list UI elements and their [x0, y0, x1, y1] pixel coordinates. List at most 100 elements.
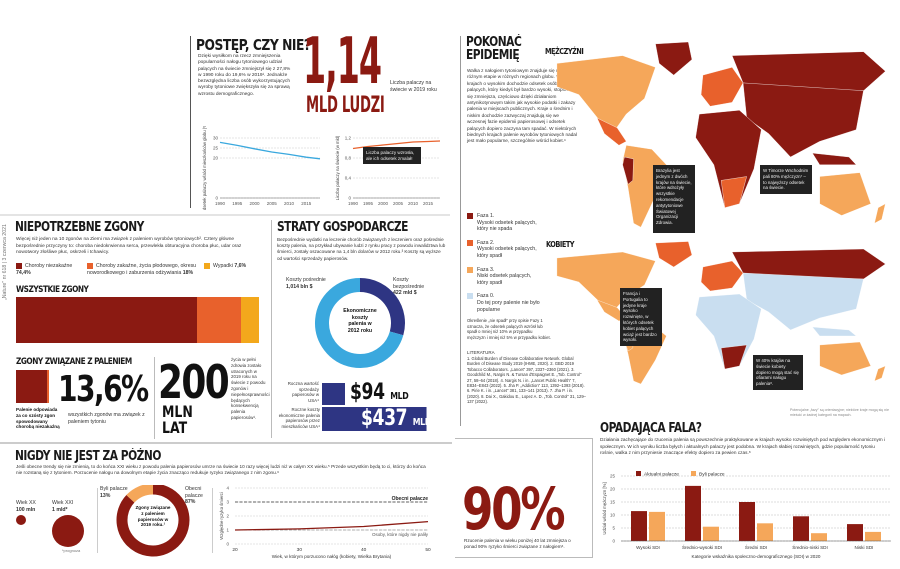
y-tick-label: 20: [610, 487, 616, 492]
c20-circle: [16, 515, 26, 525]
phase-desc: Niski odsetek palących, który spadł: [477, 273, 532, 286]
former-smokers: Byli palacze 13%: [100, 486, 130, 499]
deaths-donut: [116, 485, 190, 557]
deaths-donut-center: Zgony związane z paleniem papierosów w 2…: [135, 505, 171, 528]
c21: Wiek XXI 1 mld*: [52, 500, 73, 513]
phase-legend-item: Faza 2. Wysoki odsetek palących, który sp…: [467, 239, 541, 260]
y-tick-label: 0: [348, 196, 351, 201]
literature: 1. Global Burden of Disease Collaborativ…: [467, 356, 586, 405]
phase-legend: Faza 1. Wysoki odsetek palących, który ni…: [467, 213, 541, 320]
sales-amount: $94: [350, 380, 385, 405]
economy-text: Bezpośrednie wydatki na leczenie chorób …: [277, 237, 446, 261]
y-tick-label: 0: [215, 196, 218, 201]
divider: [0, 214, 450, 216]
country-region-asia: [742, 82, 864, 158]
series-line: [234, 520, 429, 531]
years-unit: LAT: [162, 418, 188, 437]
ninety-box: [455, 438, 593, 558]
legend-value: 7,6%: [234, 263, 247, 269]
former-label: Byli palacze: [100, 486, 128, 492]
legend-item: Choroby niezakaźne 74,4%: [16, 263, 82, 276]
country-region-peru: [622, 156, 634, 185]
phase-swatch: [467, 266, 473, 273]
x-tick-label: 50: [425, 547, 431, 553]
legend-swatch: [16, 263, 22, 269]
never-title: NIGDY NIE JEST ZA PÓŹNO: [15, 449, 161, 464]
map-men: [556, 41, 886, 228]
count-line-chart: 0 0,4 0,8 1,2 1990 1995 2000 2005 2010 2015 Liczba…: [335, 135, 441, 206]
bar: [631, 511, 647, 541]
donut-slice: [359, 278, 405, 336]
indirect-cost: Koszty pośrednie 1,014 bln $: [286, 277, 326, 290]
death-bar-segment: [240, 297, 259, 343]
big-caption: Liczba palaczy na świecie w 2019 roku: [390, 80, 437, 93]
divider: [97, 488, 98, 553]
bar: [865, 531, 881, 541]
donut-slice: [116, 485, 190, 557]
epidemic-title-line: POKONAĆ: [466, 35, 522, 50]
bar: [847, 524, 863, 541]
y-tick-label: 10: [610, 513, 616, 518]
bar: [757, 523, 773, 541]
legend-swatch: [636, 471, 641, 476]
legend-swatch: [87, 263, 93, 269]
direct-label: Koszty bezpośrednie: [393, 277, 425, 290]
phase-label: Faza 1.: [477, 213, 495, 219]
costs-unit: MLD: [412, 417, 431, 428]
divider: [154, 357, 155, 439]
x-tick-label: Niski SDI: [855, 545, 874, 550]
country-region-gl: [655, 41, 693, 76]
bar: [649, 511, 665, 541]
smoking-note: Palenie odpowiada za co szósty zgon spow…: [16, 407, 60, 430]
legend-value: 18%: [182, 269, 194, 276]
x-tick-label: Średni SDI: [745, 543, 767, 550]
phase-swatch: [467, 213, 473, 219]
x-tick-label: 2000: [249, 201, 260, 206]
indirect-label: Koszty pośrednie: [286, 277, 326, 283]
country-region-nz: [874, 203, 886, 224]
callout-brazil: Brazylia jest jednym z dwóch krajów na ś…: [653, 165, 695, 233]
legend-label: Choroby niezakaźne: [25, 263, 73, 269]
country-region-au: [819, 172, 872, 216]
y-axis-label: Odsetek palaczy wśród mieszkańców globu …: [202, 126, 207, 210]
wave-title: OPADAJĄCA FALA?: [600, 421, 702, 436]
never-smoked-label: Osoby, które nigdy nie paliły: [372, 532, 429, 537]
x-tick-label: 30: [297, 547, 303, 553]
death-bar-segment: [16, 297, 197, 343]
progress-title: POSTĘP, CZY NIE?: [196, 36, 311, 54]
share-line-chart: 0 20 25 30 1990 1995 2000 2005 2010 2015 Odsetek p…: [202, 126, 321, 210]
epidemic-title-line: EPIDEMIĘ: [466, 48, 520, 63]
current-smokers: Obecni palacze 87%: [185, 486, 212, 506]
country-region-au: [819, 341, 872, 376]
phase-legend-item: Faza 1. Wysoki odsetek palących, który ni…: [467, 213, 541, 233]
x-tick-label: 1990: [215, 201, 226, 206]
current-value: 87%: [185, 499, 196, 506]
x-tick-label: 2010: [408, 201, 419, 206]
country-region-saf: [720, 176, 747, 208]
y-tick-label: 0,8: [345, 156, 352, 161]
country-region-gl: [655, 241, 693, 268]
x-tick-label: 2010: [284, 201, 295, 206]
sales-bar: [322, 383, 345, 405]
x-tick-label: 2015: [423, 201, 434, 206]
forecast-note: *prognoza: [62, 548, 81, 553]
phase-desc: Do tej pory palenie nie było popularne: [477, 299, 540, 313]
smoking-pct: 13,6%: [58, 369, 149, 410]
y-tick-label: 30: [213, 136, 219, 141]
men-label: MĘŻCZYŹNI: [545, 47, 584, 56]
x-tick-label: 2005: [267, 201, 278, 206]
y-tick-label: 5: [612, 526, 615, 531]
phase-note: Określenie „nie spadł" przy opisie Fazy …: [467, 318, 551, 340]
callout-smokers: Liczba palaczy wzrosła, ale ich odsetek …: [363, 147, 421, 165]
legend-label: Wypadki: [213, 263, 233, 269]
direct-cost: Koszty bezpośrednie 422 mld $: [393, 277, 438, 297]
risk-line-chart: 0 1 2 3 4 20 30 40 50 Względne ryzyko śmierci Wiek…: [219, 486, 431, 560]
y-axis-label: Udział wśród mężczyzn [%]: [602, 482, 607, 534]
callout-timor: W Timorze Wschodnim pali 80% mężczyzn⁷ –…: [760, 165, 812, 195]
literature-title: LITERATURA: [467, 350, 495, 355]
current-smokers-label: Obecni palacze: [392, 496, 429, 502]
x-tick-label: 1995: [232, 201, 243, 206]
legend-swatch: [204, 263, 210, 269]
donut-slice: [126, 485, 154, 503]
c21-value: 1 mld*: [52, 506, 68, 513]
